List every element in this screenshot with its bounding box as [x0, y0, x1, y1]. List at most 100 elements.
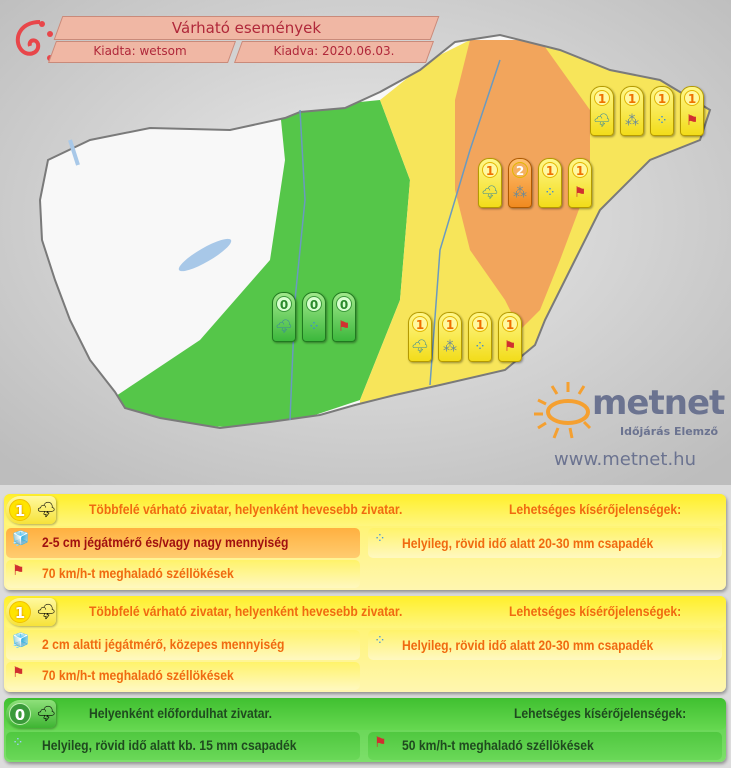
map-badge-southeast: 1 ⚑ [498, 312, 522, 362]
rain-cell: ⁘ Helyileg, rövid idő alatt kb. 15 mm csa… [6, 732, 360, 760]
badge-level: 0 [306, 296, 322, 312]
legend-side-label: Lehetséges kísérőjelenségek: [509, 604, 682, 619]
storm-icon: 🌩 [275, 319, 293, 335]
lake-balaton [178, 238, 232, 272]
badge-level: 1 [502, 316, 518, 332]
badge-level: 1 [594, 90, 610, 106]
hail-icon: 🧊 [12, 531, 30, 547]
issued-date: Kiadva: 2020.06.03. [273, 44, 395, 58]
rain-text: Helyileg, rövid idő alatt kb. 15 mm csap… [42, 738, 297, 753]
rain-text: Helyileg, rövid idő alatt 20-30 mm csapa… [402, 638, 654, 653]
logo-tagline: Időjárás Elemző [620, 425, 719, 438]
wind-cell: ⚑ 70 km/h-t meghaladó széllökések [6, 560, 360, 588]
rain-icon: ⁘ [544, 185, 556, 201]
windsock-icon: ⚑ [12, 563, 25, 579]
hail-cell: 🧊 2-5 cm jégátmérő és/vagy nagy mennyiség [6, 528, 360, 558]
map-badge-center: 0 ⚑ [332, 292, 356, 342]
legend-side-label: Lehetséges kísérőjelenségek: [514, 706, 687, 721]
badge-level: 1 [482, 162, 498, 178]
legend-panel-level1-a: 1 🌩 Többfelé várható zivatar, helyenként … [4, 494, 726, 590]
rain-icon: ⁘ [308, 319, 320, 335]
rain-icon: ⁘ [374, 531, 386, 547]
river-tisza [429, 59, 501, 386]
hail-text: 2-5 cm jégátmérő és/vagy nagy mennyiség [42, 535, 289, 550]
issued-by: Kiadta: wetsom [93, 44, 187, 58]
wind-text: 70 km/h-t meghaladó széllökések [42, 566, 234, 581]
map-badge-northeast: 1 ⚑ [680, 86, 704, 136]
storm-icon: 🌩 [36, 704, 57, 723]
windsock-icon: ⚑ [12, 665, 25, 681]
wind-cell: ⚑ 70 km/h-t meghaladó széllökések [6, 662, 360, 690]
wind-icon: ⚑ [503, 339, 517, 355]
wind-icon: ⚑ [337, 319, 351, 335]
hail-icon: 🧊 [12, 633, 30, 649]
metnet-logo: metnet Időjárás Elemző www.metnet.hu [530, 375, 730, 475]
map-badge-northeast: 1 ⁂ [620, 86, 644, 136]
badge-level: 1 [684, 90, 700, 106]
map-badge-southeast: 1 🌩 [408, 312, 432, 362]
wind-icon: ⚑ [573, 185, 587, 201]
rain-icon: ⁘ [474, 339, 486, 355]
logo-url[interactable]: www.metnet.hu [554, 449, 696, 470]
legend-panel-level1-b: 1 🌩 Többfelé várható zivatar, helyenként … [4, 596, 726, 692]
map-badge-center: 0 🌩 [272, 292, 296, 342]
legend-header: 1 🌩 Többfelé várható zivatar, helyenként … [4, 596, 726, 628]
rain-text: Helyileg, rövid idő alatt 20-30 mm csapa… [402, 536, 654, 551]
storm-icon: 🌩 [481, 185, 499, 201]
lake-ferto [68, 139, 80, 166]
map-badge-east: 1 🌩 [478, 158, 502, 208]
badge-level: 0 [276, 296, 292, 312]
header-banner: Várható események Kiadta: wetsom Kiadva:… [15, 16, 440, 66]
wind-cell: ⚑ 50 km/h-t meghaladó széllökések [368, 732, 722, 760]
map-badge-east: 1 ⁘ [538, 158, 562, 208]
legend-headline: Többfelé várható zivatar, helyenként hev… [89, 502, 403, 517]
rain-icon: ⁘ [374, 633, 386, 649]
sun-icon [534, 382, 592, 439]
windsock-icon: ⚑ [374, 735, 387, 751]
hail-icon: ⁂ [443, 339, 457, 355]
map-badge-southeast: 1 ⁘ [468, 312, 492, 362]
level-badge: 1 [9, 601, 31, 623]
storm-icon: 🌩 [593, 113, 611, 129]
badge-level: 1 [412, 316, 428, 332]
rain-icon: ⁘ [12, 735, 24, 751]
level-badge: 1 [9, 499, 31, 521]
badge-level: 1 [472, 316, 488, 332]
map-badge-center: 0 ⁘ [302, 292, 326, 342]
rain-cell: ⁘ Helyileg, rövid idő alatt 20-30 mm csap… [368, 630, 722, 660]
level-badge: 0 [9, 703, 31, 725]
hail-icon: ⁂ [513, 185, 527, 201]
hail-cell: 🧊 2 cm alatti jégátmérő, közepes mennyisé… [6, 630, 360, 660]
page-title: Várható események [171, 19, 322, 37]
storm-icon: 🌩 [36, 500, 57, 519]
map-badge-east: 2 ⁂ [508, 158, 532, 208]
legend-headline: Többfelé várható zivatar, helyenként hev… [89, 604, 403, 619]
wind-text: 50 km/h-t meghaladó széllökések [402, 738, 594, 753]
hail-icon: ⁂ [625, 113, 639, 129]
badge-level: 1 [624, 90, 640, 106]
badge-level: 2 [512, 162, 528, 178]
map-badge-east: 1 ⚑ [568, 158, 592, 208]
badge-level: 1 [654, 90, 670, 106]
map-badge-southeast: 1 ⁂ [438, 312, 462, 362]
map-badge-northeast: 1 ⁘ [650, 86, 674, 136]
rain-cell: ⁘ Helyileg, rövid idő alatt 20-30 mm csap… [368, 528, 722, 558]
rain-icon: ⁘ [656, 113, 668, 129]
legend-header: 1 🌩 Többfelé várható zivatar, helyenként … [4, 494, 726, 526]
storm-icon: 🌩 [36, 602, 57, 621]
hail-text: 2 cm alatti jégátmérő, közepes mennyiség [42, 637, 285, 652]
legend-panel-level0: 0 🌩 Helyenként előfordulhat zivatar. Lehe… [4, 698, 726, 762]
country-border [38, 33, 712, 430]
badge-level: 1 [572, 162, 588, 178]
wind-icon: ⚑ [685, 113, 699, 129]
legend-side-label: Lehetséges kísérőjelenségek: [509, 502, 682, 517]
map-badge-northeast: 1 🌩 [590, 86, 614, 136]
badge-level: 0 [336, 296, 352, 312]
river-danube [289, 109, 306, 421]
storm-icon: 🌩 [411, 339, 429, 355]
legend-header: 0 🌩 Helyenként előfordulhat zivatar. Lehe… [4, 698, 726, 730]
legend-headline: Helyenként előfordulhat zivatar. [89, 706, 272, 721]
logo-brand: metnet [592, 383, 725, 423]
badge-level: 1 [442, 316, 458, 332]
wind-text: 70 km/h-t meghaladó széllökések [42, 668, 234, 683]
